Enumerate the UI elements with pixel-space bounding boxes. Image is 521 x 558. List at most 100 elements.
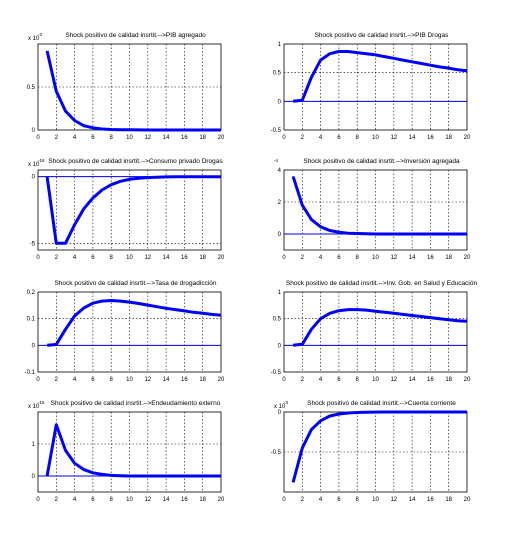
x-tick-label: 8: [110, 135, 114, 141]
exponent-label: x 10: [274, 404, 286, 410]
x-tick-label: 10: [372, 135, 379, 141]
x-tick-label: 2: [55, 135, 59, 141]
x-tick-label: 4: [73, 135, 77, 141]
exponent-power: -16: [38, 158, 45, 163]
x-tick-label: 2: [301, 377, 305, 383]
y-tick-label: -5: [30, 241, 36, 247]
y-tick-label: 0.2: [27, 290, 36, 296]
chart-panel: 0 2 4 6 8 10 12 14 16 18 20 0 1 Shock positivo de cal…: [28, 400, 225, 503]
y-tick-label: 1: [278, 42, 282, 48]
x-tick-label: 16: [181, 497, 188, 503]
chart-panel: 0 2 4 6 8 10 12 14 16 18 20 0 0.5 Shock positivo de c…: [27, 32, 225, 141]
y-tick-label: -0.1: [25, 370, 36, 376]
x-tick-label: 10: [126, 377, 133, 383]
x-tick-label: 20: [218, 255, 225, 261]
x-tick-label: 4: [73, 377, 77, 383]
y-tick-label: -0.5: [271, 450, 282, 456]
response-line: [45, 175, 221, 245]
x-tick-label: 6: [337, 255, 341, 261]
response-line: [45, 50, 221, 132]
chart-panel: 0 2 4 6 8 10 12 14 16 18 20 -5 0 Shock positivo de ca…: [28, 158, 225, 261]
y-tick-label: 1: [32, 442, 36, 448]
x-tick-label: 14: [163, 497, 170, 503]
x-tick-label: 12: [390, 135, 397, 141]
x-tick-label: 12: [390, 377, 397, 383]
x-tick-label: 8: [356, 377, 360, 383]
response-line: [45, 423, 221, 478]
x-tick-label: 4: [319, 135, 323, 141]
x-tick-label: 16: [427, 255, 434, 261]
x-tick-label: 16: [181, 135, 188, 141]
y-tick-label: -0.5: [271, 370, 282, 376]
x-tick-label: 14: [409, 255, 416, 261]
panel-title: Shock positivo de calidad insrtit.-->Con…: [48, 158, 223, 165]
x-tick-label: 12: [144, 497, 151, 503]
x-tick-label: 10: [372, 255, 379, 261]
x-tick-label: 10: [126, 135, 133, 141]
x-tick-label: 4: [319, 377, 323, 383]
y-tick-label: 0.5: [273, 71, 282, 77]
x-tick-label: 18: [445, 255, 452, 261]
exponent-power: -4: [274, 158, 278, 163]
panel-title: Shock positivo de calidad insrtit.-->Tas…: [54, 280, 216, 287]
y-tick-label: 0: [32, 128, 36, 134]
y-tick-label: -0.5: [271, 128, 282, 134]
x-tick-label: 14: [409, 135, 416, 141]
x-tick-label: 6: [91, 497, 95, 503]
x-tick-label: 20: [464, 377, 471, 383]
x-tick-label: 16: [427, 377, 434, 383]
x-tick-label: 18: [199, 135, 206, 141]
x-tick-label: 2: [55, 497, 59, 503]
y-tick-label: 4: [278, 168, 282, 174]
x-tick-label: 12: [390, 255, 397, 261]
x-tick-label: 12: [144, 135, 151, 141]
y-tick-label: 2: [278, 200, 282, 206]
x-tick-label: 10: [126, 255, 133, 261]
x-tick-label: 20: [464, 497, 471, 503]
x-tick-label: 0: [282, 497, 286, 503]
x-tick-label: 2: [55, 255, 59, 261]
x-tick-label: 2: [301, 255, 305, 261]
x-tick-label: 2: [55, 377, 59, 383]
x-tick-label: 10: [126, 497, 133, 503]
y-tick-label: 0: [278, 99, 282, 105]
x-tick-label: 20: [218, 135, 225, 141]
y-tick-label: 0: [278, 232, 282, 238]
x-tick-label: 14: [163, 135, 170, 141]
x-tick-label: 12: [390, 497, 397, 503]
y-tick-label: 0: [278, 343, 282, 349]
x-tick-label: 0: [282, 255, 286, 261]
chart-panel: 0 2 4 6 8 10 12 14 16 18 20 -0.5 0 Shock positivo de …: [271, 400, 471, 503]
exponent-label: x 10: [28, 162, 40, 168]
x-tick-label: 14: [409, 377, 416, 383]
x-tick-label: 20: [464, 255, 471, 261]
x-tick-label: 6: [91, 255, 95, 261]
y-tick-label: 0: [32, 474, 36, 480]
x-tick-label: 6: [337, 377, 341, 383]
x-tick-label: 10: [372, 497, 379, 503]
x-tick-label: 2: [301, 135, 305, 141]
x-tick-label: 20: [218, 497, 225, 503]
x-tick-label: 16: [181, 377, 188, 383]
panel-title: Shock positivo de calidad insrtit.-->PIB…: [315, 32, 450, 39]
x-tick-label: 14: [409, 497, 416, 503]
x-tick-label: 8: [110, 377, 114, 383]
x-tick-label: 4: [319, 497, 323, 503]
x-tick-label: 0: [282, 377, 286, 383]
panel-title: Shock positivo de calidad insrtit.-->PIB…: [65, 32, 206, 39]
x-tick-label: 4: [73, 255, 77, 261]
x-tick-label: 4: [319, 255, 323, 261]
x-tick-label: 10: [372, 377, 379, 383]
x-tick-label: 18: [445, 497, 452, 503]
x-tick-label: 0: [36, 255, 40, 261]
x-tick-label: 2: [301, 497, 305, 503]
x-tick-label: 18: [445, 377, 452, 383]
x-tick-label: 4: [73, 497, 77, 503]
x-tick-label: 6: [337, 135, 341, 141]
x-tick-label: 6: [91, 377, 95, 383]
x-tick-label: 20: [464, 135, 471, 141]
x-tick-label: 8: [110, 497, 114, 503]
x-tick-label: 6: [91, 135, 95, 141]
